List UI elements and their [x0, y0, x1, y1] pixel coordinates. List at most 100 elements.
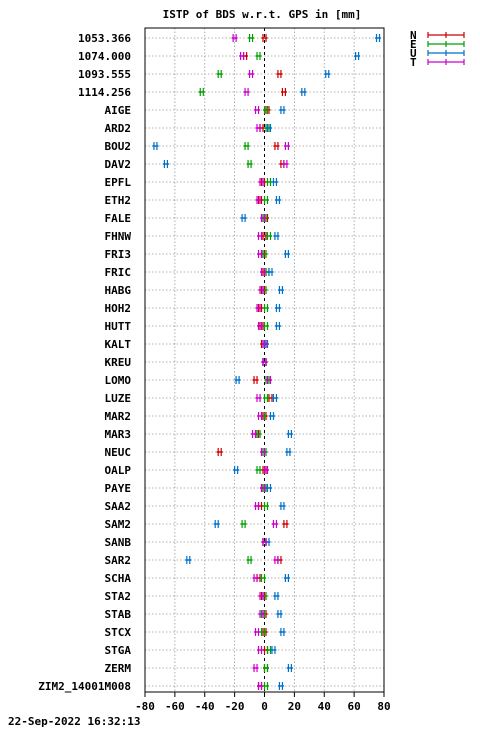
station-label: STA2 [105, 590, 132, 603]
mark-t [255, 394, 262, 402]
mark-u [279, 628, 286, 636]
mark-t [282, 160, 289, 168]
station-label: SAR2 [105, 554, 132, 567]
station-label: BOU2 [105, 140, 132, 153]
legend-label: U [410, 47, 417, 60]
station-label: AIGE [105, 104, 132, 117]
mark-u [271, 394, 278, 402]
station-label: 1114.256 [78, 86, 131, 99]
mark-t [252, 664, 259, 672]
x-tick-label: 60 [348, 700, 361, 713]
station-label: FALE [105, 212, 132, 225]
mark-n [273, 142, 280, 150]
mark-e [255, 52, 262, 60]
mark-n [276, 70, 283, 78]
mark-t [261, 340, 268, 348]
mark-n [252, 376, 259, 384]
station-label: EPFL [105, 176, 132, 189]
mark-u [273, 232, 280, 240]
mark-e [255, 466, 262, 474]
mark-n [280, 88, 287, 96]
mark-t [255, 124, 262, 132]
mark-u [285, 448, 292, 456]
mark-u [274, 322, 281, 330]
mark-t [257, 682, 264, 690]
mark-t [257, 250, 264, 258]
mark-t [260, 268, 267, 276]
mark-t [260, 484, 267, 492]
mark-t [262, 466, 269, 474]
station-label: LOMO [105, 374, 132, 387]
mark-t [255, 304, 262, 312]
mark-u [277, 682, 284, 690]
station-label: HUTT [105, 320, 132, 333]
station-label: DAV2 [105, 158, 132, 171]
station-label: MAR2 [105, 410, 132, 423]
mark-u [152, 142, 159, 150]
mark-u [270, 646, 277, 654]
mark-u [213, 520, 220, 528]
mark-u [354, 52, 361, 60]
station-label: NEUC [105, 446, 132, 459]
mark-u [268, 412, 275, 420]
station-label: STGA [105, 644, 132, 657]
mark-u [234, 376, 241, 384]
mark-u [274, 196, 281, 204]
mark-u [300, 88, 307, 96]
mark-u [233, 466, 240, 474]
mark-u [240, 214, 247, 222]
mark-u [283, 250, 290, 258]
station-label: KREU [105, 356, 132, 369]
mark-e [262, 682, 269, 690]
mark-u [265, 484, 272, 492]
station-label: STAB [105, 608, 132, 621]
mark-e [216, 70, 223, 78]
station-label: SAM2 [105, 518, 132, 531]
station-label: KALT [105, 338, 132, 351]
mark-t [271, 520, 278, 528]
mark-u [276, 610, 283, 618]
mark-e [265, 232, 272, 240]
mark-e [262, 664, 269, 672]
mark-t [254, 502, 261, 510]
mark-u [286, 664, 293, 672]
station-label: SANB [105, 536, 132, 549]
legend-item-n: N [410, 29, 465, 42]
mark-t [260, 214, 267, 222]
mark-t [252, 574, 259, 582]
station-label: 1093.555 [78, 68, 131, 81]
mark-t [231, 34, 238, 42]
station-label: 1053.366 [78, 32, 131, 45]
timestamp-footer: 22-Sep-2022 16:32:13 [8, 715, 140, 728]
x-tick-label: -40 [195, 700, 215, 713]
mark-t [254, 628, 261, 636]
mark-t [243, 88, 250, 96]
station-label: OALP [105, 464, 132, 477]
mark-t [283, 142, 290, 150]
mark-t [261, 358, 268, 366]
legend-item-e: E [410, 38, 465, 51]
mark-e [262, 304, 269, 312]
x-axis: -80 -60 -40 -20 0 20 40 60 80 [135, 692, 391, 713]
mark-u [375, 34, 382, 42]
station-label: LUZE [105, 392, 132, 405]
legend-label: N [410, 29, 417, 42]
legend-label: T [410, 56, 417, 69]
station-label: ZIM2_14001M008 [38, 680, 131, 693]
mark-t [258, 286, 265, 294]
mark-t [258, 592, 265, 600]
station-label: SAA2 [105, 500, 132, 513]
mark-t [239, 52, 246, 60]
mark-u [279, 106, 286, 114]
station-label: 1074.000 [78, 50, 131, 63]
station-label: FHNW [105, 230, 132, 243]
mark-e [262, 106, 269, 114]
mark-e [248, 34, 255, 42]
chart-title: ISTP of BDS w.r.t. GPS in [mm] [163, 8, 362, 21]
mark-u [265, 124, 272, 132]
mark-t [273, 556, 280, 564]
mark-u [277, 286, 284, 294]
mark-e [262, 322, 269, 330]
